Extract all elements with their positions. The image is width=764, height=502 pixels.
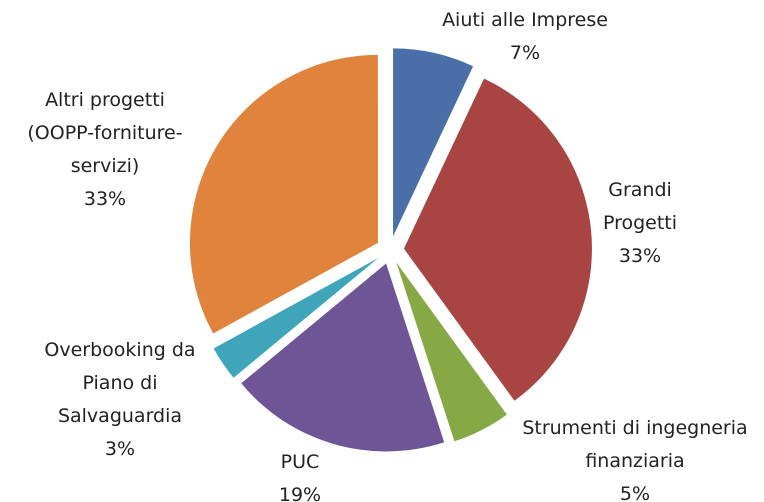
pie-slice [213,257,379,378]
pie-slice [241,263,445,452]
value-label: 33% [618,245,662,267]
category-label: PUC [280,451,320,473]
slice-label: Aiuti alle Imprese 7% [415,4,635,70]
pie-slice [403,78,592,401]
category-label: Altri progetti (OOPP-forniture-servizi) [27,89,183,177]
category-label: Grandi Progetti [602,179,678,234]
pie-slice [189,54,378,334]
slice-label: Grandi Progetti 33% [590,174,690,273]
pie-slice [393,48,474,237]
category-label: Overbooking da Piano di Salvaguardia [44,339,196,427]
value-label: 19% [278,484,322,502]
slice-label: PUC 19% [240,446,360,502]
value-label: 3% [104,438,136,460]
value-label: 5% [619,483,651,502]
value-label: 33% [83,188,127,210]
value-label: 7% [509,42,541,64]
slice-label: Altri progetti (OOPP-forniture-servizi) 3… [13,84,198,216]
slice-label: Strumenti di ingegneria finanziaria 5% [500,412,764,502]
slice-label: Overbooking da Piano di Salvaguardia 3% [40,334,200,466]
pie-slice [396,262,507,442]
category-label: Aiuti alle Imprese [442,9,608,31]
category-label: Strumenti di ingegneria finanziaria [522,417,748,472]
